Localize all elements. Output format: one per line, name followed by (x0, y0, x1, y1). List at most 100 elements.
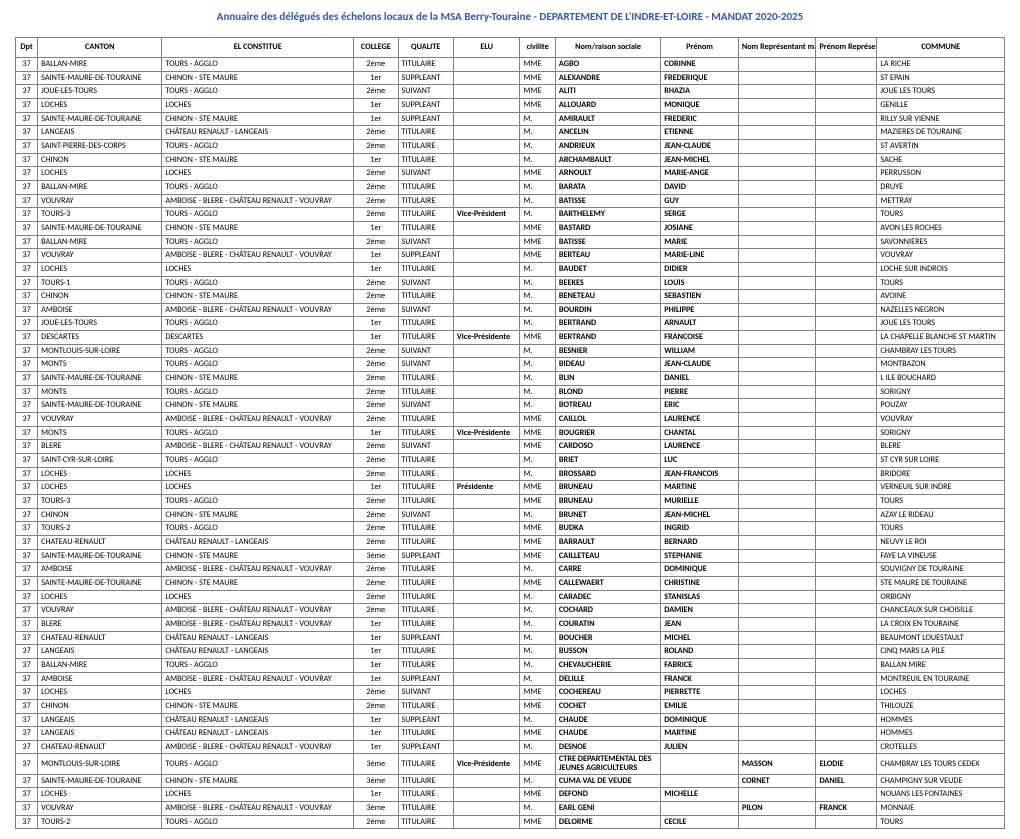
cell (738, 290, 816, 304)
cell (453, 235, 520, 249)
col-header: Nom/raison sociale (555, 38, 660, 58)
cell: SAINTE-MAURE-DE-TOURAINE (38, 112, 162, 126)
cell: NOUANS LES FONTAINES (877, 788, 1005, 802)
cell: CALLEWAERT (555, 576, 660, 590)
cell: MME (520, 481, 555, 495)
cell (816, 481, 877, 495)
cell: 2ème (354, 686, 398, 700)
cell (738, 508, 816, 522)
cell: FABRICE (661, 658, 739, 672)
cell (453, 631, 520, 645)
table-row: 37JOUE-LES-TOURSTOURS - AGGLO2èmeSUIVANT… (16, 85, 1005, 99)
cell (738, 672, 816, 686)
cell: SAINTE-MAURE-DE-TOURAINE (38, 549, 162, 563)
cell: CHÂTEAU RENAULT - LANGEAIS (162, 713, 354, 727)
cell: TITULAIRE (398, 290, 453, 304)
cell (738, 358, 816, 372)
cell: JOUE-LES-TOURS (38, 317, 162, 331)
cell: 2ème (354, 467, 398, 481)
cell (453, 774, 520, 788)
cell: FRANCK (816, 802, 877, 816)
cell: DESCARTES (38, 331, 162, 345)
cell: LUC (661, 454, 739, 468)
cell (816, 290, 877, 304)
cell: TITULAIRE (398, 699, 453, 713)
cell (738, 262, 816, 276)
cell: 37 (16, 344, 38, 358)
cell: LOCHES (38, 262, 162, 276)
cell: 2ème (354, 590, 398, 604)
cell: BERTRAND (555, 317, 660, 331)
cell: M. (520, 604, 555, 618)
cell: 1er (354, 481, 398, 495)
cell: MICHEL (661, 631, 739, 645)
cell: LOCHES (162, 262, 354, 276)
cell: 37 (16, 672, 38, 686)
cell: SAINTE-MAURE-DE-TOURAINE (38, 399, 162, 413)
cell: 37 (16, 535, 38, 549)
cell: CARRE (555, 563, 660, 577)
cell: 2ème (354, 385, 398, 399)
cell: TOURS (877, 495, 1005, 509)
cell: JEAN (661, 617, 739, 631)
cell: TITULAIRE (398, 194, 453, 208)
cell: 1er (354, 713, 398, 727)
table-row: 37BALLAN-MIRETOURS - AGGLO1erTITULAIREM.… (16, 658, 1005, 672)
cell: CHINON (38, 699, 162, 713)
cell: ARNOULT (555, 167, 660, 181)
cell (738, 426, 816, 440)
cell: SUIVANT (398, 303, 453, 317)
cell: 1er (354, 221, 398, 235)
cell: CHINON - STE MAURE (162, 112, 354, 126)
cell: TOURS - AGGLO (162, 235, 354, 249)
col-header: EL CONSTITUE (162, 38, 354, 58)
table-row: 37JOUE-LES-TOURSTOURS - AGGLO1erTITULAIR… (16, 317, 1005, 331)
cell: TOURS - AGGLO (162, 139, 354, 153)
cell: LA RICHE (877, 58, 1005, 72)
cell: ERIC (661, 399, 739, 413)
cell: BARTHELEMY (555, 208, 660, 222)
cell: M. (520, 180, 555, 194)
cell: TITULAIRE (398, 180, 453, 194)
cell: 37 (16, 754, 38, 774)
cell: SUPPLEANT (398, 112, 453, 126)
table-row: 37VOUVRAYAMBOISE - BLERE - CHÂTEAU RENAU… (16, 194, 1005, 208)
cell: AMBOISE - BLERE - CHÂTEAU RENAULT - VOUV… (162, 672, 354, 686)
cell: CHINON (38, 290, 162, 304)
table-row: 37LOCHESLOCHES2èmeTITULAIREM.BROSSARDJEA… (16, 467, 1005, 481)
cell: TOURS - AGGLO (162, 754, 354, 774)
table-row: 37LOCHESLOCHES1erTITULAIREMMEDEFONDMICHE… (16, 788, 1005, 802)
cell: 37 (16, 331, 38, 345)
cell: TOURS - AGGLO (162, 317, 354, 331)
cell: PERRUSSON (877, 167, 1005, 181)
cell (738, 208, 816, 222)
table-row: 37AMBOISEAMBOISE - BLERE - CHÂTEAU RENAU… (16, 303, 1005, 317)
cell: TOURS - AGGLO (162, 658, 354, 672)
cell: 37 (16, 440, 38, 454)
cell: JEAN-MICHEL (661, 153, 739, 167)
cell (453, 535, 520, 549)
cell: TITULAIRE (398, 413, 453, 427)
cell: SUPPLEANT (398, 631, 453, 645)
cell (816, 385, 877, 399)
cell: Vice-Présidente (453, 754, 520, 774)
cell: 1er (354, 658, 398, 672)
table-row: 37CHINONCHINON - STE MAURE2èmeTITULAIREM… (16, 699, 1005, 713)
cell: M. (520, 344, 555, 358)
cell: M. (520, 467, 555, 481)
cell: 2ème (354, 290, 398, 304)
cell (738, 727, 816, 741)
cell: 2ème (354, 358, 398, 372)
cell: AMBOISE - BLERE - CHÂTEAU RENAULT - VOUV… (162, 303, 354, 317)
cell: 37 (16, 617, 38, 631)
cell (816, 358, 877, 372)
cell: BERNARD (661, 535, 739, 549)
cell: 37 (16, 802, 38, 816)
cell: MONNAIE (877, 802, 1005, 816)
cell: 37 (16, 85, 38, 99)
cell: BLOND (555, 385, 660, 399)
cell: BENETEAU (555, 290, 660, 304)
cell: SAINT-PIERRE-DES-CORPS (38, 139, 162, 153)
cell (738, 413, 816, 427)
cell: 2ème (354, 699, 398, 713)
